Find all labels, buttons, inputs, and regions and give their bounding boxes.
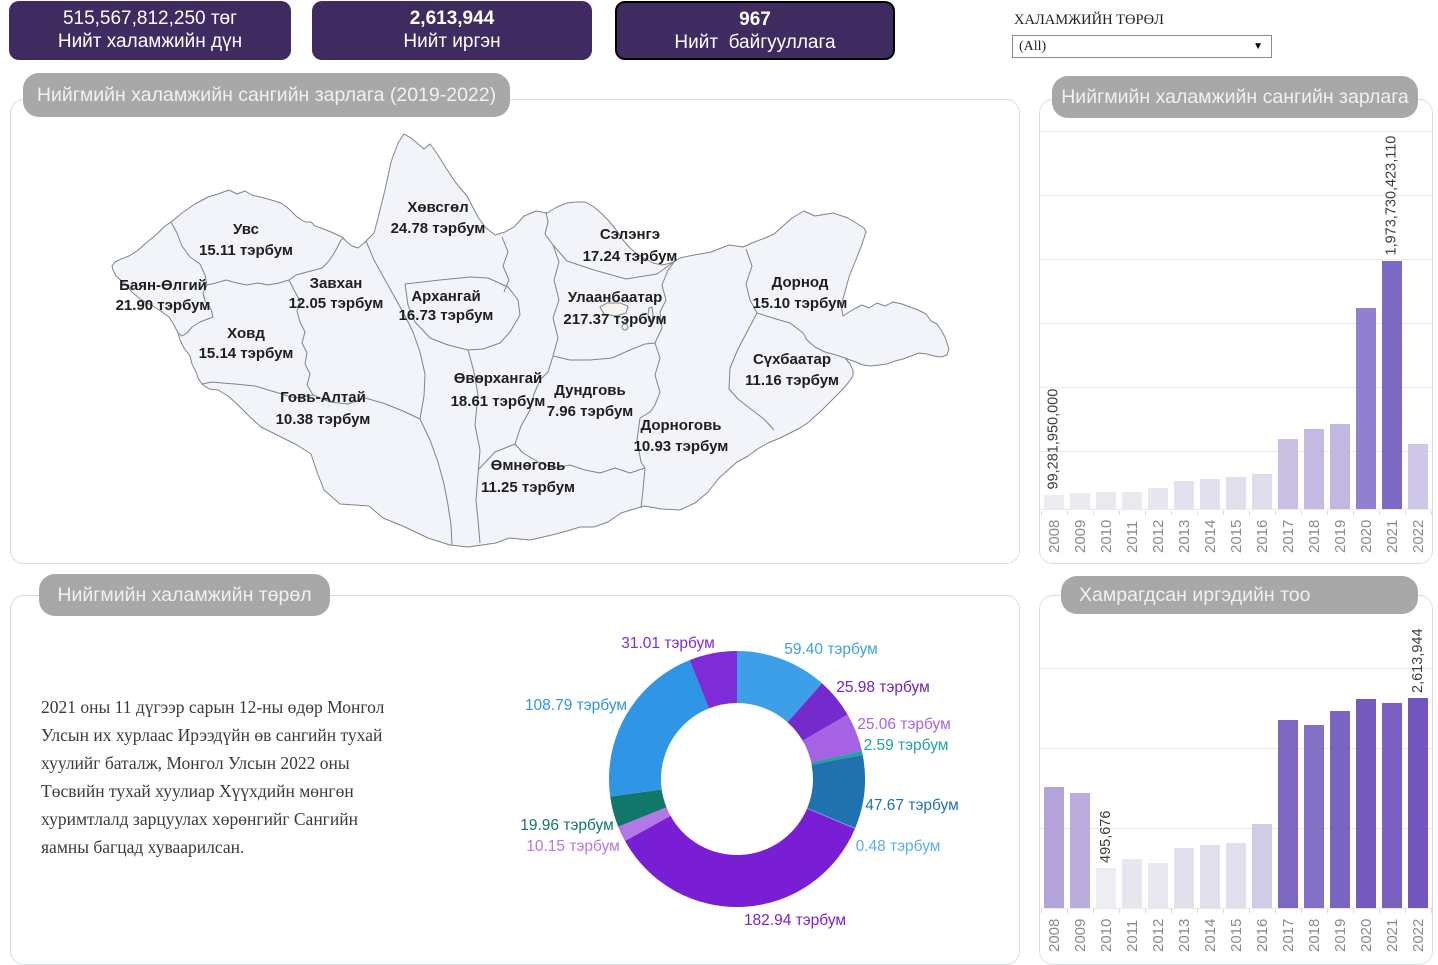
svg-text:Баян-Өлгий: Баян-Өлгий bbox=[119, 277, 207, 294]
svg-text:Дундговь: Дундговь bbox=[554, 382, 625, 399]
svg-text:10.93 тэрбум: 10.93 тэрбум bbox=[634, 438, 729, 455]
svg-text:16.73 тэрбум: 16.73 тэрбум bbox=[399, 307, 494, 324]
svg-text:21.90 тэрбум: 21.90 тэрбум bbox=[116, 297, 211, 314]
svg-text:Улаанбаатар: Улаанбаатар bbox=[568, 289, 662, 306]
svg-text:15.14 тэрбум: 15.14 тэрбум bbox=[199, 345, 294, 362]
svg-text:Завхан: Завхан bbox=[310, 275, 363, 292]
svg-text:Дорнод: Дорнод bbox=[772, 274, 829, 291]
svg-text:12.05 тэрбум: 12.05 тэрбум bbox=[289, 295, 384, 312]
svg-text:11.25 тэрбум: 11.25 тэрбум bbox=[481, 479, 575, 496]
svg-text:11.16 тэрбум: 11.16 тэрбум bbox=[745, 372, 839, 389]
svg-text:Архангай: Архангай bbox=[411, 288, 480, 305]
svg-text:Хөвсгөл: Хөвсгөл bbox=[407, 199, 468, 216]
svg-text:Сүхбаатар: Сүхбаатар bbox=[753, 351, 831, 368]
svg-text:217.37 тэрбум: 217.37 тэрбум bbox=[563, 311, 666, 328]
svg-text:Дорноговь: Дорноговь bbox=[640, 417, 721, 434]
svg-text:18.61 тэрбум: 18.61 тэрбум bbox=[451, 393, 546, 410]
svg-text:Ховд: Ховд bbox=[227, 325, 265, 342]
svg-text:Говь-Алтай: Говь-Алтай bbox=[280, 389, 366, 406]
svg-text:15.11 тэрбум: 15.11 тэрбум bbox=[199, 242, 293, 259]
svg-text:24.78 тэрбум: 24.78 тэрбум bbox=[391, 220, 486, 237]
svg-text:Сэлэнгэ: Сэлэнгэ bbox=[600, 226, 660, 243]
svg-text:15.10 тэрбум: 15.10 тэрбум bbox=[753, 295, 848, 312]
svg-text:Увс: Увс bbox=[233, 221, 259, 238]
svg-text:17.24 тэрбум: 17.24 тэрбум bbox=[583, 248, 678, 265]
svg-text:Өмнөговь: Өмнөговь bbox=[491, 457, 566, 474]
svg-text:Өвөрхангай: Өвөрхангай bbox=[454, 370, 543, 387]
svg-text:7.96 тэрбум: 7.96 тэрбум bbox=[547, 403, 633, 420]
svg-text:10.38 тэрбум: 10.38 тэрбум bbox=[276, 411, 371, 428]
